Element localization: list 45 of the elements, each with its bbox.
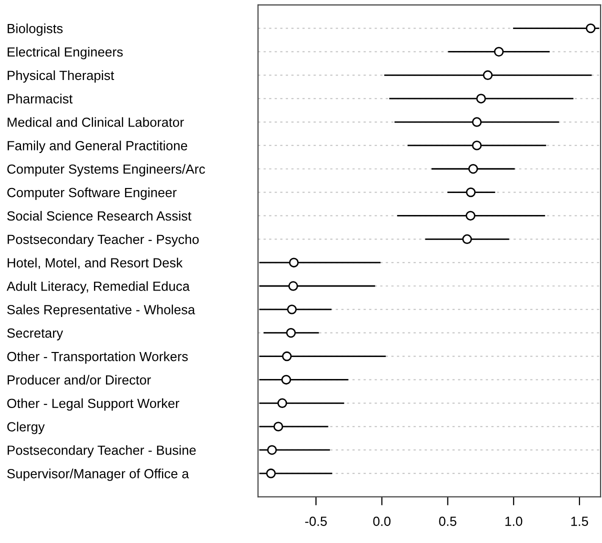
x-tick-label: 0.5 [439,516,456,526]
y-tick-label: Biologists [8,24,63,36]
point [476,94,486,104]
point [482,70,493,80]
y-tick-label: Computer Systems Engineers/Arc [7,164,205,176]
x-tick-label: 1.5 [571,516,588,526]
point [286,328,296,338]
point [287,304,297,314]
y-tick-label: Electrical Engineers [8,46,123,60]
point [466,187,476,198]
y-tick-label: Medical and Clinical Laborator [8,117,184,127]
y-tick-label: Computer Software Engineer [7,188,177,200]
point [277,398,288,408]
y-tick-label: Pharmacist [8,94,73,104]
y-tick-label: Postsecondary Teacher - Busine [8,445,196,458]
point [282,351,292,362]
x-tick-label: -0.5 [305,516,327,526]
y-tick-label: Family and General Practitione [8,140,188,153]
point [472,140,482,150]
y-tick-label: Other - Legal Support Worker [7,398,180,411]
y-tick-label: Sales Representative - Wholesa [7,304,196,317]
y-tick-label: Secretary [7,328,64,340]
point [586,23,596,34]
y-tick-label: Physical Therapist [8,70,114,83]
point [468,164,478,174]
y-tick-label: Clergy [7,422,45,434]
y-tick-label: Hotel, Motel, and Resort Desk [8,258,183,270]
y-tick-label: Other - Transportation Workers [7,352,188,364]
point [462,234,472,244]
point [288,281,298,291]
point [267,445,277,455]
y-tick-label: Postsecondary Teacher - Psycho [8,234,199,247]
point [466,210,476,221]
point [472,117,482,127]
y-tick-label: Supervisor/Manager of Office a [7,468,190,481]
point [266,468,276,478]
x-tick-label: 0.0 [373,516,391,526]
point [288,258,299,268]
y-tick-label: Producer and/or Director [8,374,151,385]
y-tick-label: Social Science Research Assist [7,210,192,221]
y-tick-label: Adult Literacy, Remedial Educa [6,281,190,294]
point [281,374,292,385]
point [273,422,284,432]
point [494,46,504,57]
x-tick-label: 1.0 [505,516,522,526]
